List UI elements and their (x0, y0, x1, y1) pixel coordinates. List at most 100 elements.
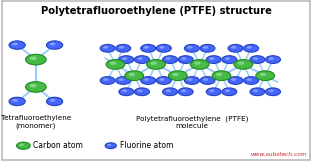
Circle shape (188, 46, 193, 49)
Circle shape (244, 44, 259, 52)
Circle shape (12, 99, 18, 102)
Circle shape (144, 46, 149, 49)
Circle shape (122, 90, 127, 92)
Text: Polytetrafluoroethylene (PTFE) structure: Polytetrafluoroethylene (PTFE) structure (41, 6, 271, 16)
Circle shape (178, 56, 193, 63)
Circle shape (26, 82, 46, 92)
Circle shape (260, 73, 266, 76)
Circle shape (184, 77, 199, 84)
Circle shape (247, 46, 252, 49)
Circle shape (138, 57, 143, 60)
Circle shape (250, 56, 265, 63)
Circle shape (188, 78, 193, 81)
Circle shape (269, 57, 274, 60)
Circle shape (253, 57, 258, 60)
Circle shape (266, 56, 280, 63)
Circle shape (194, 62, 201, 65)
Circle shape (150, 62, 157, 65)
Circle shape (17, 142, 30, 149)
Text: www.substech.com: www.substech.com (251, 152, 307, 157)
Circle shape (163, 88, 178, 96)
Circle shape (116, 77, 131, 84)
Circle shape (119, 46, 124, 49)
Circle shape (26, 54, 46, 65)
Circle shape (168, 71, 187, 80)
Circle shape (19, 144, 24, 146)
Text: Fluorine atom: Fluorine atom (120, 141, 173, 150)
Circle shape (234, 60, 253, 69)
Circle shape (107, 144, 111, 146)
Circle shape (206, 88, 221, 96)
Text: Polytetrafluoroethylene  (PTFE)
molecule: Polytetrafluoroethylene (PTFE) molecule (136, 115, 248, 129)
Circle shape (206, 56, 221, 63)
Circle shape (231, 78, 236, 81)
Circle shape (256, 71, 275, 80)
Circle shape (190, 60, 209, 69)
Circle shape (172, 73, 179, 76)
Circle shape (125, 71, 144, 80)
Circle shape (9, 97, 25, 106)
Circle shape (119, 78, 124, 81)
Circle shape (238, 62, 244, 65)
Circle shape (209, 90, 214, 92)
Circle shape (269, 90, 274, 92)
Circle shape (141, 44, 156, 52)
Circle shape (266, 88, 280, 96)
Circle shape (166, 90, 171, 92)
Circle shape (209, 57, 214, 60)
Circle shape (134, 56, 149, 63)
Text: Carbon atom: Carbon atom (33, 141, 83, 150)
Circle shape (159, 78, 164, 81)
Circle shape (200, 77, 215, 84)
Circle shape (253, 90, 258, 92)
Circle shape (166, 57, 171, 60)
Circle shape (203, 78, 208, 81)
Circle shape (119, 56, 134, 63)
Circle shape (46, 41, 63, 49)
Circle shape (144, 78, 149, 81)
Circle shape (106, 60, 125, 69)
Circle shape (228, 44, 243, 52)
Circle shape (250, 88, 265, 96)
Circle shape (46, 97, 63, 106)
Circle shape (228, 77, 243, 84)
Circle shape (231, 46, 236, 49)
Circle shape (147, 60, 165, 69)
Circle shape (244, 77, 259, 84)
Circle shape (163, 56, 178, 63)
Circle shape (178, 88, 193, 96)
Circle shape (103, 78, 108, 81)
Circle shape (9, 41, 25, 49)
Circle shape (50, 99, 56, 102)
Circle shape (181, 90, 186, 92)
Circle shape (156, 77, 171, 84)
Circle shape (129, 73, 135, 76)
Circle shape (30, 56, 37, 60)
Circle shape (184, 44, 199, 52)
Circle shape (159, 46, 164, 49)
Circle shape (216, 73, 222, 76)
Circle shape (116, 44, 131, 52)
Circle shape (103, 46, 108, 49)
Circle shape (12, 43, 18, 46)
Circle shape (110, 62, 116, 65)
Circle shape (225, 90, 230, 92)
Circle shape (100, 77, 115, 84)
Circle shape (156, 44, 171, 52)
Circle shape (122, 57, 127, 60)
Circle shape (222, 56, 237, 63)
Circle shape (203, 46, 208, 49)
Circle shape (222, 88, 237, 96)
Circle shape (119, 88, 134, 96)
Circle shape (247, 78, 252, 81)
Circle shape (212, 71, 231, 80)
Circle shape (100, 44, 115, 52)
Circle shape (138, 90, 143, 92)
FancyBboxPatch shape (2, 1, 310, 160)
Circle shape (50, 43, 56, 46)
Text: Tetrafluoroethylene
(monomer): Tetrafluoroethylene (monomer) (1, 115, 71, 129)
Circle shape (181, 57, 186, 60)
Circle shape (134, 88, 149, 96)
Circle shape (225, 57, 230, 60)
Circle shape (30, 84, 37, 87)
